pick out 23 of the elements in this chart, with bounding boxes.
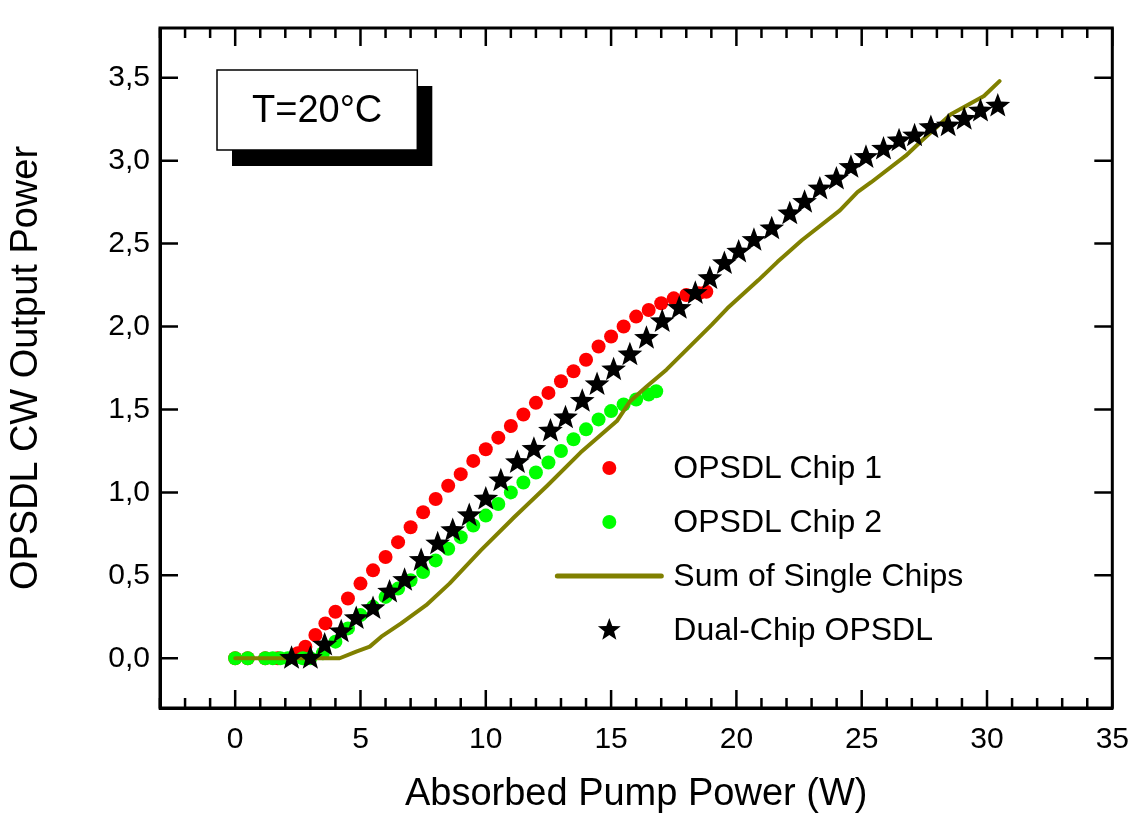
x-tick-label: 10 <box>469 721 503 755</box>
x-tick-label: 5 <box>352 721 369 755</box>
x-tick-label: 25 <box>845 721 879 755</box>
y-axis-title: OPSDL CW Output Power <box>3 145 46 591</box>
y-tick-label: 1,5 <box>108 390 150 424</box>
legend-label: OPSDL Chip 1 <box>673 448 882 485</box>
x-axis-title: Absorbed Pump Power (W) <box>404 770 868 813</box>
legend-label: OPSDL Chip 2 <box>673 502 882 539</box>
x-tick-label: 35 <box>1095 721 1129 755</box>
y-tick-label: 3,5 <box>108 59 150 93</box>
legend-label: Sum of Single Chips <box>673 556 964 593</box>
x-tick-label: 0 <box>226 721 244 755</box>
y-tick-label: 2,0 <box>108 307 150 341</box>
x-tick-label: 20 <box>719 721 754 755</box>
y-tick-label: 0,5 <box>108 556 150 590</box>
annotation: T=20°C <box>252 88 383 131</box>
y-tick-label: 3,0 <box>108 141 150 175</box>
y-tick-label: 1,0 <box>108 473 150 507</box>
y-tick-label: 0,0 <box>108 639 150 673</box>
x-tick-label: 30 <box>970 721 1004 755</box>
x-tick-label: 15 <box>594 721 628 755</box>
y-tick-label: 2,5 <box>108 224 150 258</box>
legend-label: Dual-Chip OPSDL <box>673 610 933 647</box>
